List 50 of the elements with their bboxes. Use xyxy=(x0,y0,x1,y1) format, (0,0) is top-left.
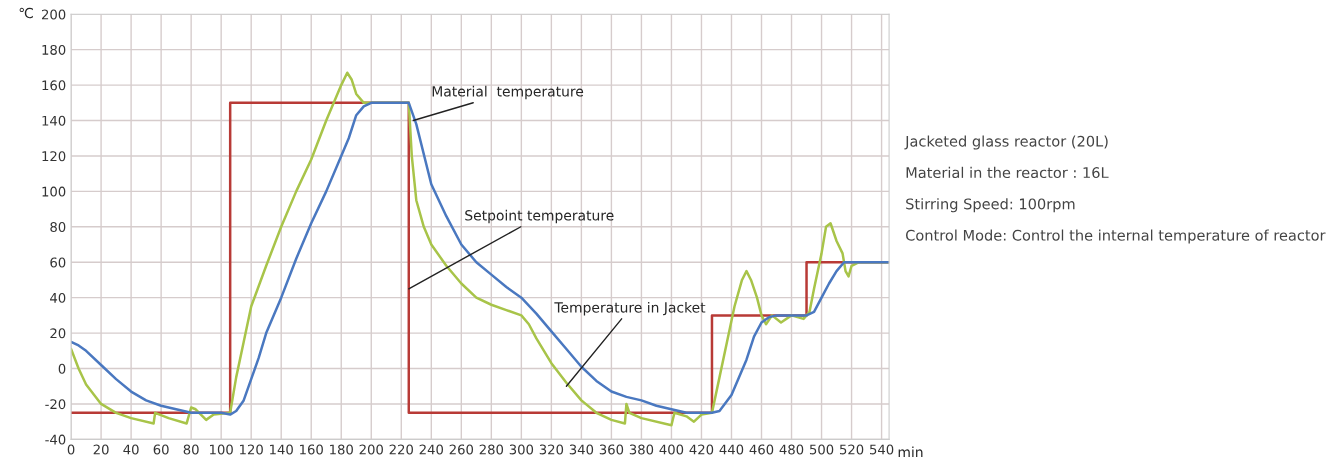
text: Material in the reactor : 16L xyxy=(906,166,1109,179)
x-tick-label: 540 xyxy=(870,444,894,455)
y-tick-label: 80 xyxy=(50,222,66,233)
y-tick-label: 160 xyxy=(42,80,66,91)
y-axis-title: ℃ xyxy=(19,7,33,19)
x-tick-label: 160 xyxy=(300,444,323,455)
y-tick-label: 20 xyxy=(50,328,66,339)
x-tick-label: 260 xyxy=(449,444,474,455)
y-tick-label: 40 xyxy=(50,292,66,303)
x-tick-label: 180 xyxy=(330,444,353,455)
x-tick-label: 480 xyxy=(779,444,804,455)
x-axis-title: min xyxy=(898,446,923,458)
x-tick-label: 280 xyxy=(479,444,504,455)
text: Jacketed glass reactor (20L) xyxy=(904,135,1108,150)
x-tick-label: 380 xyxy=(629,444,654,455)
text: Stirring Speed: 100rpm xyxy=(906,198,1075,213)
x-tick-label: 0 xyxy=(67,444,75,455)
annotation: Material temperature xyxy=(432,85,584,100)
x-tick-label: 80 xyxy=(183,444,199,455)
y-tick-label: 180 xyxy=(42,44,66,55)
x-tick-label: 320 xyxy=(539,444,564,455)
x-tick-label: 340 xyxy=(569,444,594,455)
x-tick-label: 520 xyxy=(839,444,864,455)
annotation: Temperature in Jacket xyxy=(554,301,706,316)
y-tick-label: -20 xyxy=(45,399,66,410)
y-tick-label: 140 xyxy=(42,115,66,126)
y-tick-label: 60 xyxy=(50,257,66,268)
x-tick-label: 220 xyxy=(389,444,413,455)
x-tick-label: 240 xyxy=(419,444,444,455)
x-tick-label: 100 xyxy=(210,444,233,455)
x-tick-label: 20 xyxy=(93,444,109,455)
y-tick-label: 200 xyxy=(41,9,66,20)
x-tick-label: 60 xyxy=(153,444,169,455)
x-tick-label: 420 xyxy=(689,444,714,455)
x-tick-label: 360 xyxy=(599,444,624,455)
x-tick-label: 40 xyxy=(123,444,139,455)
x-tick-label: 300 xyxy=(509,444,534,455)
x-tick-label: 400 xyxy=(659,444,684,455)
x-tick-label: 140 xyxy=(270,444,293,455)
x-tick-label: 120 xyxy=(240,444,263,455)
x-tick-label: 200 xyxy=(359,444,383,455)
y-tick-label: -40 xyxy=(45,434,66,445)
text: Control Mode: Control the internal temperature of reactor xyxy=(905,229,1326,244)
x-tick-label: 460 xyxy=(749,444,774,455)
y-tick-label: 100 xyxy=(42,186,66,197)
y-tick-label: 120 xyxy=(42,151,66,162)
y-tick-label: 0 xyxy=(58,363,66,374)
annotation: Setpoint temperature xyxy=(465,209,614,224)
x-tick-label: 500 xyxy=(809,444,834,455)
x-tick-label: 440 xyxy=(719,444,744,455)
